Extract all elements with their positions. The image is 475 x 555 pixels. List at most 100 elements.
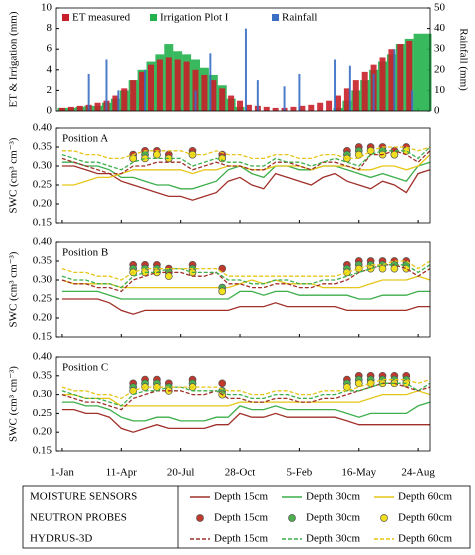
legend-label: Depth 30cm <box>306 491 361 503</box>
y-tick-label: 0.15 <box>33 445 53 457</box>
y-tick-label: 0.35 <box>33 369 53 381</box>
sensor-line <box>61 408 430 433</box>
y-tick-label: 2 <box>47 84 53 96</box>
legend-box <box>22 485 471 549</box>
y-tick-label: 0.40 <box>33 236 53 248</box>
bar <box>361 71 368 111</box>
neutron-point <box>164 272 173 281</box>
bar <box>117 90 120 111</box>
neutron-point <box>378 264 387 273</box>
bar <box>317 102 324 111</box>
legend-label: Rainfall <box>282 12 317 24</box>
neutron-point <box>218 379 227 388</box>
y-tick-label: 0 <box>47 105 53 117</box>
bar <box>298 73 301 111</box>
legend-marker <box>196 514 204 522</box>
bar <box>299 105 306 111</box>
sensor-line <box>61 298 430 315</box>
bar <box>326 100 333 111</box>
sensor-line <box>61 390 431 407</box>
bar <box>379 57 386 111</box>
hydrus-line <box>61 146 431 171</box>
y-tick-label: 6 <box>47 43 53 55</box>
legend-label: Depth 15cm <box>214 533 269 545</box>
bar <box>105 59 108 111</box>
neutron-point <box>390 264 399 273</box>
bar <box>94 102 101 111</box>
legend-swatch <box>272 14 279 21</box>
bar <box>352 80 359 111</box>
legend-swatch <box>62 14 69 21</box>
y-axis-label: ET & Irrigation (mm) <box>8 11 20 107</box>
y-tick-label: 0.25 <box>33 179 53 191</box>
bar <box>397 44 404 111</box>
y2-tick-label: 40 <box>434 22 446 34</box>
sensor-line <box>61 290 430 300</box>
sensor-line <box>61 401 431 422</box>
legend-label: Depth 60cm <box>398 533 453 545</box>
neutron-point <box>153 150 161 159</box>
panel-title: Position B <box>62 247 108 259</box>
plot-frame <box>55 241 431 338</box>
neutron-point <box>343 268 351 277</box>
legend-group: NEUTRON PROBES <box>30 512 127 524</box>
x-tick-label: 5-Feb <box>287 467 313 479</box>
y-tick-label: 10 <box>41 2 53 14</box>
hydrus-line <box>61 150 431 175</box>
bar <box>201 74 208 111</box>
bar <box>283 86 286 111</box>
sensor-line <box>61 161 431 190</box>
bar <box>290 106 297 111</box>
bar <box>406 40 413 111</box>
bar <box>413 33 423 111</box>
y2-tick-label: 20 <box>434 63 446 75</box>
x-tick-label: 24-Aug <box>401 467 435 479</box>
y-axis-label: SWC (cm³ cm⁻³) <box>8 137 20 213</box>
legend-label: Depth 30cm <box>306 512 361 524</box>
legend-label: Depth 15cm <box>214 491 269 503</box>
hydrus-line <box>61 264 431 289</box>
y-tick-label: 0.25 <box>33 407 53 419</box>
legend-label: Depth 60cm <box>398 491 453 503</box>
plot-frame <box>55 7 431 112</box>
y-tick-label: 0.30 <box>33 274 53 286</box>
bar <box>165 57 172 111</box>
bar <box>112 95 119 111</box>
y-tick-label: 0.15 <box>33 331 53 343</box>
y-tick-label: 0.30 <box>33 160 53 172</box>
neutron-point <box>218 287 227 296</box>
bar <box>156 59 163 111</box>
y2-tick-label: 0 <box>434 105 440 117</box>
bar <box>209 53 212 111</box>
bar <box>219 88 226 111</box>
bar <box>244 28 247 112</box>
y-tick-label: 8 <box>47 22 53 34</box>
y2-tick-label: 50 <box>434 2 446 14</box>
bar <box>144 69 147 111</box>
bar <box>228 95 235 111</box>
bar <box>256 80 259 111</box>
legend-marker <box>288 514 296 522</box>
x-tick-label: 28-Oct <box>225 467 256 479</box>
bar <box>76 105 83 111</box>
y-tick-label: 0.40 <box>33 122 53 134</box>
legend-label: Irrigation Plot I <box>160 12 229 24</box>
y2-tick-label: 30 <box>434 43 446 55</box>
bar <box>334 59 337 111</box>
bar <box>58 107 65 111</box>
bar <box>67 106 74 111</box>
x-tick-label: 1-Jan <box>50 467 74 479</box>
bar <box>174 59 181 111</box>
bar <box>334 95 341 111</box>
bar <box>147 64 154 111</box>
bar <box>372 73 375 111</box>
y2-axis-label: Rainfall (mm) <box>457 28 469 91</box>
bar <box>139 71 146 111</box>
bar <box>422 33 432 111</box>
bar <box>194 90 197 111</box>
plot-frame <box>55 356 431 452</box>
bar <box>183 61 190 111</box>
bar <box>121 88 128 111</box>
bar <box>388 49 395 111</box>
legend-swatch <box>150 14 157 21</box>
